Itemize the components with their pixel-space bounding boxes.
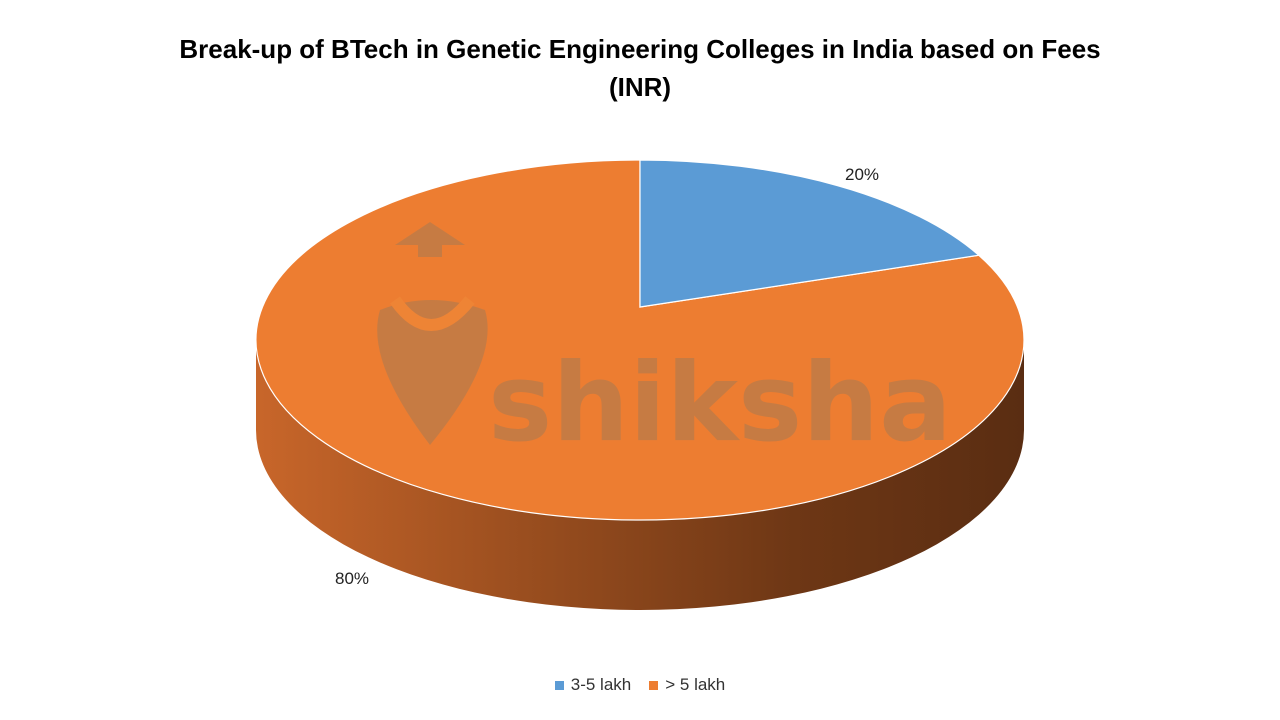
watermark-text: shiksha: [488, 341, 952, 466]
legend-label: 3-5 lakh: [570, 675, 632, 694]
data-label-3-5-lakh: 20%: [845, 165, 879, 184]
legend: 3-5 lakh > 5 lakh: [0, 675, 1280, 695]
pie-slice-over-5-lakh: [255, 159, 1025, 521]
legend-swatch-icon: [554, 680, 564, 690]
pie-slice-3-5-lakh: [639, 159, 981, 308]
legend-item-over-5-lakh: > 5 lakh: [649, 675, 725, 695]
legend-swatch-icon: [649, 680, 659, 690]
data-label-over-5-lakh: 80%: [335, 569, 369, 588]
legend-label: > 5 lakh: [665, 675, 726, 694]
legend-item-3-5-lakh: 3-5 lakh: [554, 675, 632, 695]
chart-title-line1: Break-up of BTech in Genetic Engineering…: [179, 34, 1101, 64]
pie-side-wall: [256, 340, 1024, 610]
chart-title: Break-up of BTech in Genetic Engineering…: [0, 30, 1280, 106]
shiksha-watermark-logo: shiksha: [377, 222, 952, 466]
chart-title-line2: (INR): [608, 72, 672, 102]
